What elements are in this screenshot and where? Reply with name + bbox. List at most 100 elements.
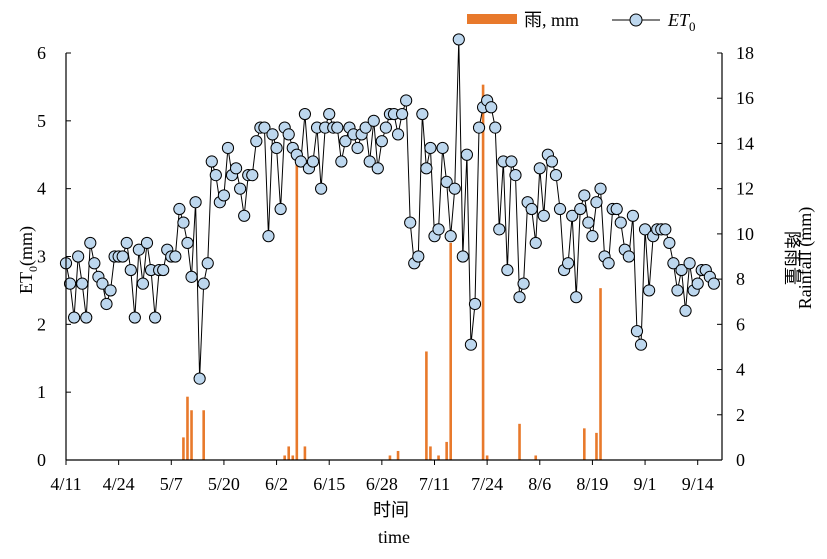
- rain-bar-16: [481, 84, 485, 461]
- et0-point-160: [707, 277, 721, 290]
- rain-bar-1: [186, 396, 189, 460]
- et0-point-116: [529, 236, 542, 250]
- et0-point-46: [246, 169, 259, 182]
- y-right-tick-label-1: 2: [736, 405, 745, 425]
- y-right-tick-label-9: 18: [736, 43, 754, 63]
- y-right-axis-title: 降雨量: [782, 231, 802, 285]
- et0-point-35: [201, 257, 214, 270]
- x-tick-label-9: 8/6: [528, 474, 551, 494]
- rain-bar-10: [396, 450, 400, 460]
- rain-bar-2: [190, 410, 193, 460]
- y-right-tick-label-3: 6: [736, 314, 745, 334]
- et0-point-106: [489, 121, 502, 134]
- rain-bar-4: [283, 455, 286, 460]
- et0-point-11: [104, 284, 117, 297]
- rain-bar-22: [599, 288, 602, 460]
- et0-point-126: [570, 291, 583, 304]
- y-left-tick-label-6: 6: [37, 43, 46, 63]
- legend-rain-swatch: [467, 14, 517, 24]
- et0-point-16: [124, 263, 137, 277]
- et0-point-22: [148, 311, 162, 324]
- et0-point-75: [363, 155, 376, 168]
- et0-point-15: [120, 236, 133, 250]
- et0-point-117: [533, 162, 546, 175]
- y-left-tick-label-3: 3: [37, 247, 46, 267]
- et0-point-55: [282, 128, 295, 141]
- et0-point-76: [367, 114, 380, 127]
- rain-bar-20: [583, 428, 586, 460]
- rain-bar-8: [303, 446, 307, 460]
- et0-point-144: [643, 284, 656, 297]
- et0-point-28: [173, 202, 186, 216]
- et0-point-84: [400, 94, 413, 107]
- rain-bar-15: [449, 242, 452, 460]
- et0-point-59: [298, 107, 312, 121]
- et0-point-85: [404, 216, 417, 229]
- et0-point-110: [505, 155, 518, 168]
- et0-point-79: [379, 121, 393, 134]
- et0-point-10: [100, 297, 113, 311]
- et0-point-151: [671, 284, 684, 297]
- et0-point-100: [464, 338, 478, 351]
- et0-point-136: [610, 202, 623, 216]
- rain-bar-18: [518, 423, 521, 460]
- et0-point-156: [691, 277, 704, 290]
- y-right-title-en: Rainfall (mm): [795, 207, 816, 309]
- et0-point-128: [578, 189, 591, 202]
- x-tick-label-2: 5/7: [160, 474, 183, 494]
- x-tick-label-12: 9/14: [682, 474, 714, 494]
- et0-point-40: [221, 141, 235, 155]
- y-left-tick-label-5: 5: [37, 111, 46, 131]
- et0-point-36: [205, 155, 218, 168]
- et0-point-83: [395, 107, 409, 121]
- et0-point-150: [667, 257, 680, 270]
- y-left-title-main: ET: [16, 272, 36, 294]
- et0-point-17: [128, 311, 141, 324]
- et0-point-107: [493, 223, 506, 236]
- et0-point-149: [663, 236, 676, 250]
- x-tick-label-6: 6/28: [366, 474, 398, 494]
- et0-point-93: [436, 141, 449, 155]
- y-right-tick-labels: 0 2 4 6 8 10 12 14 16 18: [736, 43, 754, 470]
- y-left-tick-labels: 0 1 2 3 4 5 6: [37, 43, 46, 470]
- rain-bar-12: [429, 446, 432, 460]
- et0-point-72: [351, 141, 364, 155]
- et0-point-31: [185, 270, 198, 283]
- et0-point-4: [76, 277, 89, 290]
- y-left-tick-label-1: 1: [37, 382, 46, 402]
- et0-point-49: [258, 121, 271, 134]
- y-right-tick-label-4: 8: [736, 269, 745, 289]
- et0-point-2: [67, 311, 81, 324]
- rain-bar-0: [182, 437, 185, 460]
- et0-point-19: [136, 277, 150, 290]
- rain-bar-7: [295, 154, 299, 460]
- et0-point-140: [626, 209, 640, 222]
- y-right-tick-label-2: 4: [736, 360, 745, 380]
- et0-point-148: [659, 223, 672, 236]
- et0-point-6: [84, 236, 97, 250]
- et0-point-68: [335, 155, 348, 168]
- et0-point-92: [432, 223, 445, 236]
- et0-point-113: [517, 277, 530, 290]
- rain-bar-5: [287, 446, 291, 460]
- y-left-title-sub: 0: [26, 266, 40, 272]
- et0-point-50: [262, 230, 275, 243]
- et0-point-90: [424, 141, 437, 155]
- et0-point-96: [448, 182, 461, 195]
- et0-point-111: [509, 169, 522, 182]
- et0-point-9: [96, 277, 109, 290]
- x-tick-label-3: 5/20: [208, 474, 240, 494]
- svg-text:ET0(mm): ET0(mm): [16, 226, 40, 294]
- rain-bar-13: [437, 455, 440, 460]
- et0-point-132: [594, 182, 607, 195]
- et0-point-47: [250, 135, 263, 148]
- et0-point-102: [472, 121, 486, 134]
- et0-point-39: [217, 189, 231, 202]
- et0-point-44: [238, 209, 251, 222]
- et0-point-139: [622, 250, 635, 263]
- et0-point-30: [181, 236, 194, 250]
- et0-point-20: [140, 236, 154, 250]
- x-tick-label-11: 9/1: [634, 474, 657, 494]
- et0-point-5: [80, 311, 93, 324]
- et0-point-34: [197, 277, 210, 290]
